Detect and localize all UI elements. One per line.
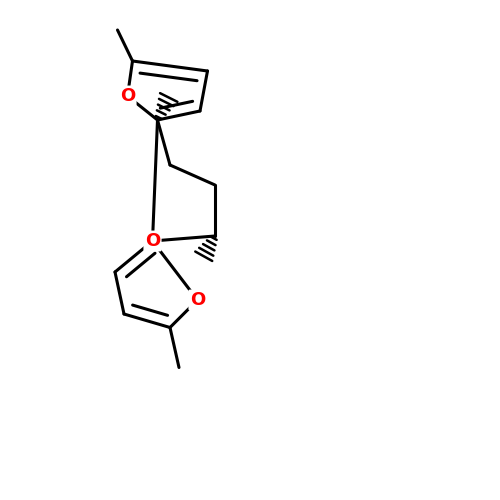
- Text: O: O: [145, 232, 160, 250]
- Text: O: O: [120, 87, 135, 105]
- Text: O: O: [190, 291, 205, 309]
